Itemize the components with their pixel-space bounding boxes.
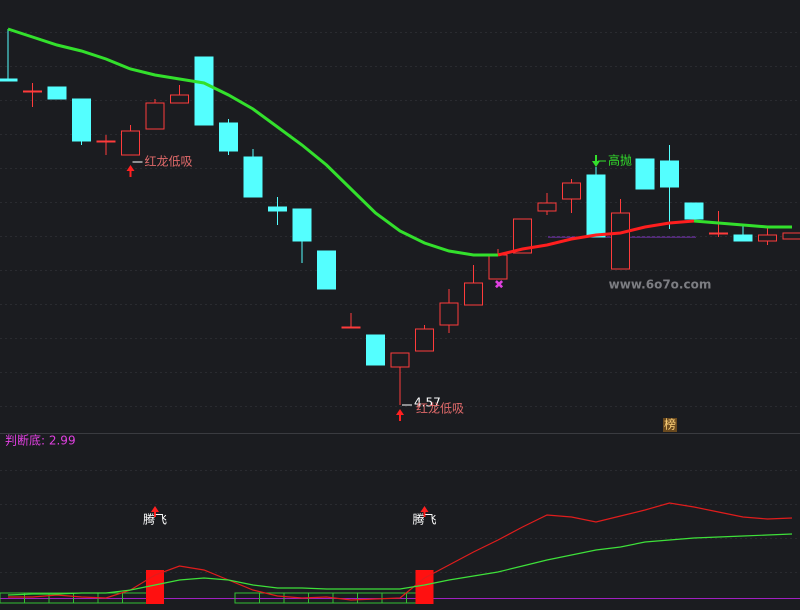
candle-body bbox=[0, 78, 18, 82]
candle-body bbox=[268, 206, 287, 212]
candle-body bbox=[464, 282, 483, 306]
candle-body bbox=[709, 232, 728, 235]
candle-body bbox=[243, 156, 263, 198]
up-arrow bbox=[126, 165, 135, 177]
ma-line bbox=[7, 27, 498, 257]
badge: 榜 bbox=[664, 417, 676, 432]
up-arrow bbox=[420, 506, 429, 517]
ma-line bbox=[497, 219, 695, 257]
signal-bar bbox=[415, 570, 434, 604]
low-price-label: 4.57 bbox=[414, 396, 441, 410]
candle-body bbox=[96, 140, 116, 143]
annotation: 红龙低吸 bbox=[416, 401, 464, 416]
down-arrow bbox=[592, 155, 600, 167]
candle-body bbox=[219, 122, 238, 152]
candle-body bbox=[537, 202, 557, 212]
candle-body bbox=[341, 326, 361, 329]
candle-body bbox=[513, 218, 532, 254]
candle-body bbox=[23, 90, 42, 93]
candle-body bbox=[586, 174, 606, 238]
candle-body bbox=[292, 208, 312, 242]
signal-label: 腾飞 bbox=[143, 512, 167, 527]
signal-label: 腾飞 bbox=[412, 512, 436, 527]
indicator-title: 判断底: 2.99 bbox=[5, 433, 76, 448]
indicator-line bbox=[8, 502, 793, 601]
candle-body bbox=[72, 98, 91, 142]
candle-body bbox=[415, 328, 434, 352]
candle-body bbox=[488, 254, 508, 280]
candle-body bbox=[47, 86, 67, 100]
candle-body bbox=[611, 212, 630, 270]
annotation: 高抛 bbox=[608, 153, 632, 168]
candle-body bbox=[758, 234, 777, 242]
candle-body bbox=[170, 94, 189, 104]
watermark: www.6o7o.com bbox=[609, 278, 712, 292]
badge-box bbox=[663, 418, 677, 432]
up-arrow bbox=[396, 409, 404, 421]
up-arrow bbox=[151, 506, 159, 517]
ma-line bbox=[693, 219, 792, 229]
candle-body bbox=[145, 102, 165, 130]
cross-marker: ✖ bbox=[494, 278, 504, 292]
candle-body bbox=[562, 182, 581, 200]
candle-body bbox=[733, 234, 753, 242]
candle-body bbox=[390, 352, 410, 368]
signal-bar bbox=[146, 570, 164, 604]
candle-body bbox=[121, 130, 140, 156]
candle-body bbox=[782, 232, 800, 240]
candle-body bbox=[660, 160, 679, 188]
candle-body bbox=[194, 56, 214, 126]
candle-body bbox=[317, 250, 336, 290]
candle-body bbox=[439, 302, 459, 326]
candle-body bbox=[366, 334, 385, 366]
candle-body bbox=[684, 202, 704, 220]
candle-body bbox=[635, 158, 655, 190]
indicator-line bbox=[7, 533, 793, 596]
annotation: 红龙低吸 bbox=[145, 154, 193, 169]
